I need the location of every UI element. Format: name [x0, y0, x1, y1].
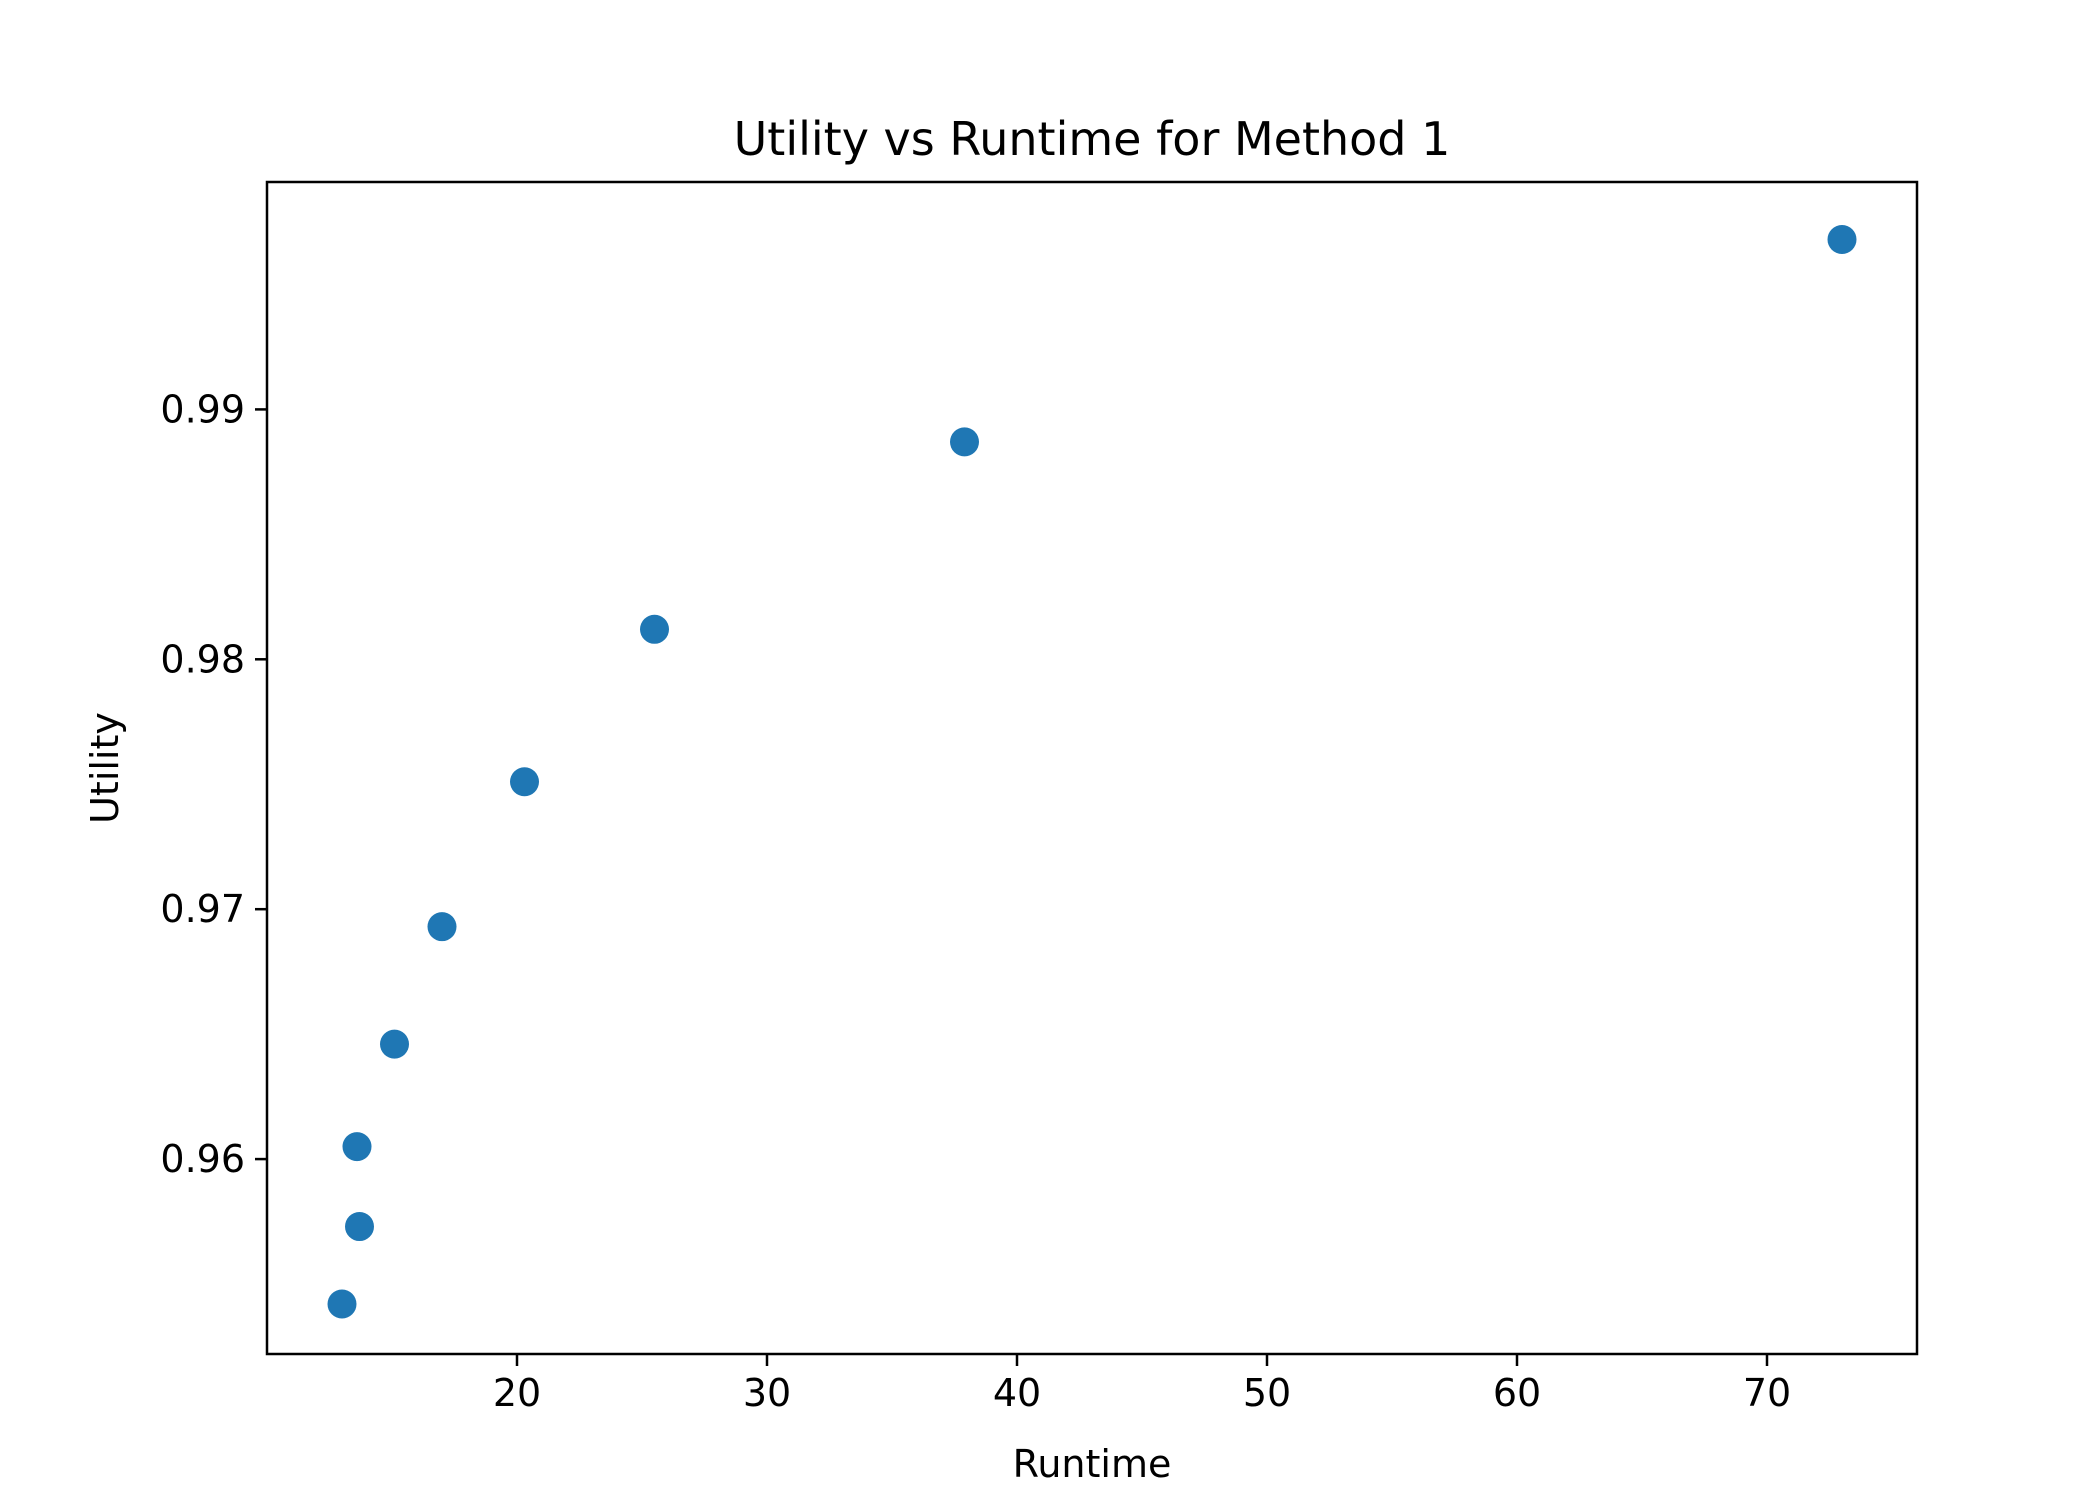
chart-title: Utility vs Runtime for Method 1 — [734, 112, 1451, 166]
x-tick-label: 70 — [1743, 1371, 1791, 1415]
x-axis: 20 30 40 50 60 70 — [493, 1354, 1791, 1415]
data-point — [342, 1132, 372, 1162]
x-tick-label: 20 — [493, 1371, 541, 1415]
data-point — [640, 614, 669, 644]
x-tick-label: 50 — [1243, 1371, 1291, 1415]
data-point — [1827, 224, 1857, 254]
data-point — [327, 1289, 357, 1319]
y-axis: 0.96 0.97 0.98 0.99 — [160, 387, 267, 1181]
plot-frame — [265, 180, 1919, 1356]
data-point — [427, 912, 457, 942]
x-axis-label: Runtime — [1013, 1442, 1172, 1486]
x-tick-label: 30 — [743, 1371, 791, 1415]
y-tick-label: 0.99 — [160, 387, 245, 431]
y-tick-label: 0.96 — [160, 1137, 245, 1181]
data-point — [950, 427, 979, 457]
data-point — [345, 1212, 374, 1242]
y-tick-label: 0.98 — [160, 637, 245, 681]
y-tick-label: 0.97 — [160, 887, 245, 931]
data-point — [510, 767, 539, 797]
y-axis-label: Utility — [83, 712, 127, 824]
data-point — [380, 1029, 409, 1059]
x-tick-label: 40 — [993, 1371, 1041, 1415]
plot-area — [327, 224, 1857, 1319]
x-tick-label: 60 — [1493, 1371, 1541, 1415]
